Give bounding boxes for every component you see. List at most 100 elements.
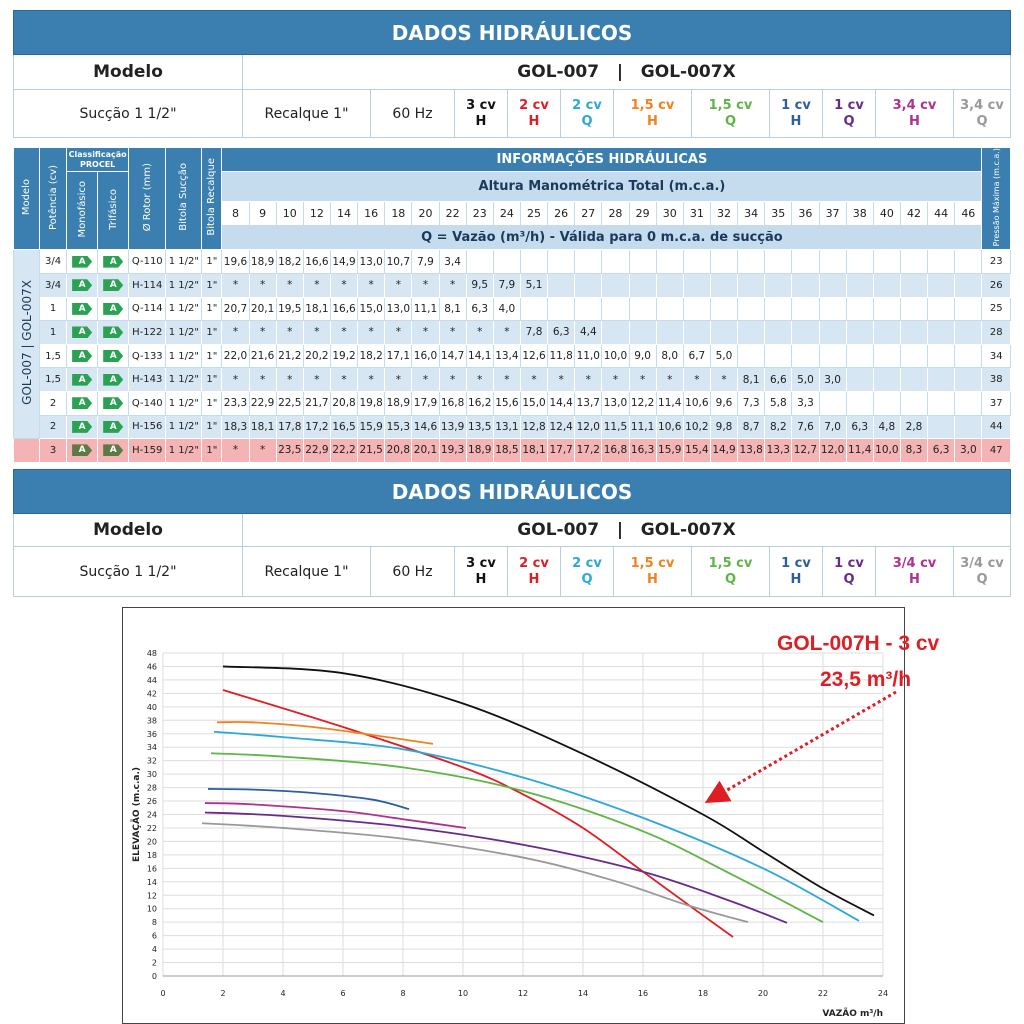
flow-value-cell: * xyxy=(302,272,331,298)
flow-value-cell xyxy=(709,272,739,298)
flow-value-cell xyxy=(927,272,956,298)
bitola-recalque-cell: 1" xyxy=(201,249,223,274)
flow-value-cell: 15,0 xyxy=(519,390,549,416)
flow-value-cell: 9,6 xyxy=(709,390,739,416)
procel-tri-badge: A xyxy=(97,272,130,298)
col-potencia: Potência (cv) xyxy=(47,164,59,230)
table-row: 2 A A Q-140 1 1/2" 1" 23,3 22,9 22,5 21,7 20,8 19,8… xyxy=(14,390,1011,416)
recalque-label: Recalque 1" xyxy=(243,547,371,596)
x-tick-label: 12 xyxy=(518,989,528,998)
flow-value-cell xyxy=(492,249,521,274)
power-code: H xyxy=(647,571,658,587)
flow-value-cell xyxy=(737,249,766,274)
flow-value-cell xyxy=(872,367,901,392)
height-header: 27 xyxy=(574,201,603,227)
flow-value-cell: 13,0 xyxy=(601,390,630,416)
flow-value-cell: 20,1 xyxy=(411,438,440,463)
col-vazao: Q = Vazão (m³/h) - Válida para 0 m.c.a. … xyxy=(221,225,983,251)
power-code: H xyxy=(647,113,658,129)
x-tick-label: 0 xyxy=(160,989,165,998)
flow-value-cell: 10,6 xyxy=(682,390,711,416)
power-code: H xyxy=(909,113,920,129)
flow-value-cell xyxy=(709,320,739,345)
col-bitola-recalque: Bitola Recalque xyxy=(206,158,218,236)
y-tick-label: 14 xyxy=(147,878,157,887)
procel-a-icon: A xyxy=(72,279,93,292)
y-tick-label: 48 xyxy=(147,649,157,658)
flow-value-cell: 20,1 xyxy=(248,296,277,322)
flow-value-cell: 6,3 xyxy=(547,320,576,345)
flow-value-cell: 20,2 xyxy=(302,343,331,369)
flow-value-cell: 20,8 xyxy=(384,438,413,463)
flow-value-cell xyxy=(954,367,983,392)
flow-value-cell: * xyxy=(465,320,494,345)
header-title: DADOS HIDRÁULICOS xyxy=(13,10,1011,55)
bitola-succao-cell: 1 1/2" xyxy=(165,390,203,416)
flow-value-cell: 6,3 xyxy=(845,414,874,440)
procel-tri-badge: A xyxy=(97,296,130,322)
flow-value-cell: 14,9 xyxy=(709,438,739,463)
flow-value-cell: 13,3 xyxy=(764,438,793,463)
rotor-cell: H-122 xyxy=(128,320,167,345)
procel-a-icon: A xyxy=(72,302,93,315)
model-name-vertical: GOL-007 | GOL-007X xyxy=(19,280,34,406)
flow-value-cell: 16,8 xyxy=(601,438,630,463)
bitola-recalque-cell: 1" xyxy=(201,272,223,298)
flow-value-cell: 13,9 xyxy=(438,414,467,440)
flow-value-cell: 21,6 xyxy=(248,343,277,369)
flow-value-cell: 17,2 xyxy=(302,414,331,440)
flow-value-cell: * xyxy=(547,367,576,392)
flow-value-cell: 16,5 xyxy=(329,414,359,440)
bitola-recalque-cell: 1" xyxy=(201,414,223,440)
flow-value-cell: 19,3 xyxy=(438,438,467,463)
power-option: 3,4 cv Q xyxy=(954,90,1010,137)
bitola-recalque-cell: 1" xyxy=(201,390,223,416)
flow-value-cell: 13,1 xyxy=(492,414,521,440)
flow-value-cell xyxy=(519,296,549,322)
height-header: 29 xyxy=(628,201,657,227)
height-header: 40 xyxy=(872,201,901,227)
procel-a-icon: A xyxy=(103,397,124,410)
hydraulic-data-header-top: DADOS HIDRÁULICOS Modelo GOL-007 | GOL-0… xyxy=(13,10,1011,138)
flow-value-cell: 12,8 xyxy=(519,414,549,440)
flow-value-cell: * xyxy=(302,367,331,392)
height-header: 28 xyxy=(601,201,630,227)
procel-mono-badge: A xyxy=(66,343,99,369)
flow-value-cell xyxy=(872,320,901,345)
flow-value-cell xyxy=(899,367,929,392)
flow-value-cell: 22,5 xyxy=(275,390,304,416)
series-line-7 xyxy=(204,802,467,829)
col-classificacao: Classificação PROCEL xyxy=(66,147,130,172)
flow-value-cell: 15,9 xyxy=(357,414,386,440)
flow-value-cell xyxy=(954,320,983,345)
potencia-cell: 2 xyxy=(39,390,68,416)
height-header: 26 xyxy=(547,201,576,227)
power-cv: 3,4 cv xyxy=(960,97,1004,113)
flow-value-cell: 21,5 xyxy=(357,438,386,463)
power-cv: 2 cv xyxy=(519,555,549,571)
flow-value-cell xyxy=(547,296,576,322)
x-tick-label: 18 xyxy=(698,989,708,998)
power-cv: 1,5 cv xyxy=(630,97,675,113)
power-cv: 1 cv xyxy=(781,97,811,113)
y-tick-label: 6 xyxy=(152,932,157,941)
height-header: 42 xyxy=(899,201,929,227)
flow-value-cell: 18,2 xyxy=(275,249,304,274)
series-line-8 xyxy=(201,822,749,924)
annotation-model: GOL-007H - 3 cv xyxy=(777,632,940,655)
y-tick-label: 30 xyxy=(147,770,157,779)
flow-value-cell xyxy=(927,367,956,392)
flow-value-cell: 20,7 xyxy=(221,296,250,322)
flow-value-cell: 18,1 xyxy=(519,438,549,463)
pressao-max-cell: 37 xyxy=(981,390,1011,416)
bitola-recalque-cell: 1" xyxy=(201,320,223,345)
flow-value-cell: 18,9 xyxy=(384,390,413,416)
flow-value-cell: 13,0 xyxy=(357,249,386,274)
hydraulic-table: Modelo Potência (cv) Classificação PROCE… xyxy=(12,146,1011,463)
flow-value-cell xyxy=(927,249,956,274)
series-line-6 xyxy=(204,811,788,924)
procel-mono-badge: A xyxy=(66,414,99,440)
flow-value-cell: 14,1 xyxy=(465,343,494,369)
power-code: H xyxy=(909,571,920,587)
power-option: 2 cv H xyxy=(508,547,561,596)
